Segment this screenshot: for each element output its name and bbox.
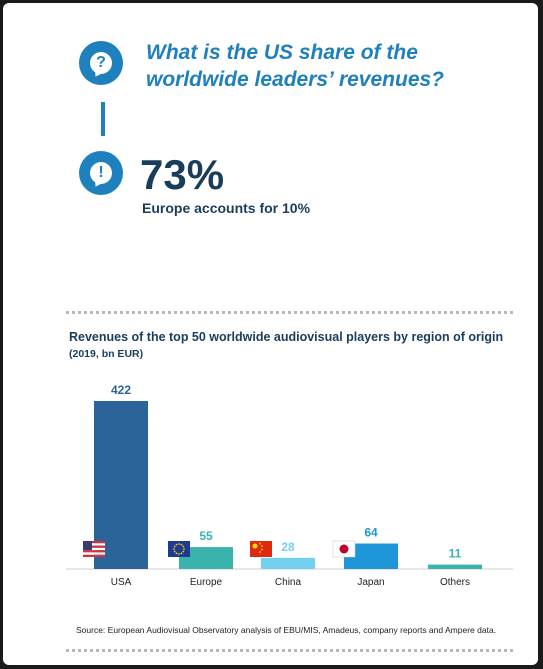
bar-europe bbox=[179, 547, 233, 569]
value-label: 28 bbox=[281, 540, 295, 554]
infographic-card: ? What is the US share of the worldwide … bbox=[3, 3, 538, 665]
value-label: 422 bbox=[111, 383, 131, 397]
value-label: 11 bbox=[449, 547, 462, 561]
bar-china bbox=[261, 557, 315, 569]
question-icon: ? bbox=[90, 52, 112, 74]
question-text: What is the US share of the worldwide le… bbox=[146, 41, 444, 91]
chart-title: Revenues of the top 50 worldwide audiovi… bbox=[69, 330, 504, 344]
eu-flag-icon bbox=[168, 541, 190, 557]
value-label: 64 bbox=[364, 526, 378, 540]
connector-line bbox=[101, 102, 105, 136]
answer-note: Europe accounts for 10% bbox=[142, 200, 311, 216]
category-label: Europe bbox=[190, 577, 223, 588]
value-label: 55 bbox=[199, 529, 213, 543]
answer-value: 73% bbox=[140, 151, 225, 198]
china-flag-icon bbox=[250, 541, 272, 557]
question-badge: ? bbox=[79, 41, 123, 85]
bar-chart: 422 USA 55 Europe 28 China 64 Japan 11 Others bbox=[66, 383, 513, 588]
source-note: Source: European Audiovisual Observatory… bbox=[76, 625, 497, 635]
us-flag-icon bbox=[83, 541, 105, 557]
bar-others bbox=[428, 564, 482, 569]
category-label: Others bbox=[440, 577, 470, 588]
category-label: Japan bbox=[357, 577, 384, 588]
exclamation-icon: ! bbox=[90, 162, 112, 184]
answer-badge: ! bbox=[79, 151, 123, 195]
japan-flag-icon bbox=[332, 540, 356, 558]
category-label: China bbox=[275, 577, 302, 588]
category-label: USA bbox=[111, 577, 132, 588]
chart-subtitle: (2019, bn EUR) bbox=[69, 348, 144, 360]
divider-top bbox=[66, 311, 513, 314]
divider-bottom bbox=[66, 649, 513, 652]
